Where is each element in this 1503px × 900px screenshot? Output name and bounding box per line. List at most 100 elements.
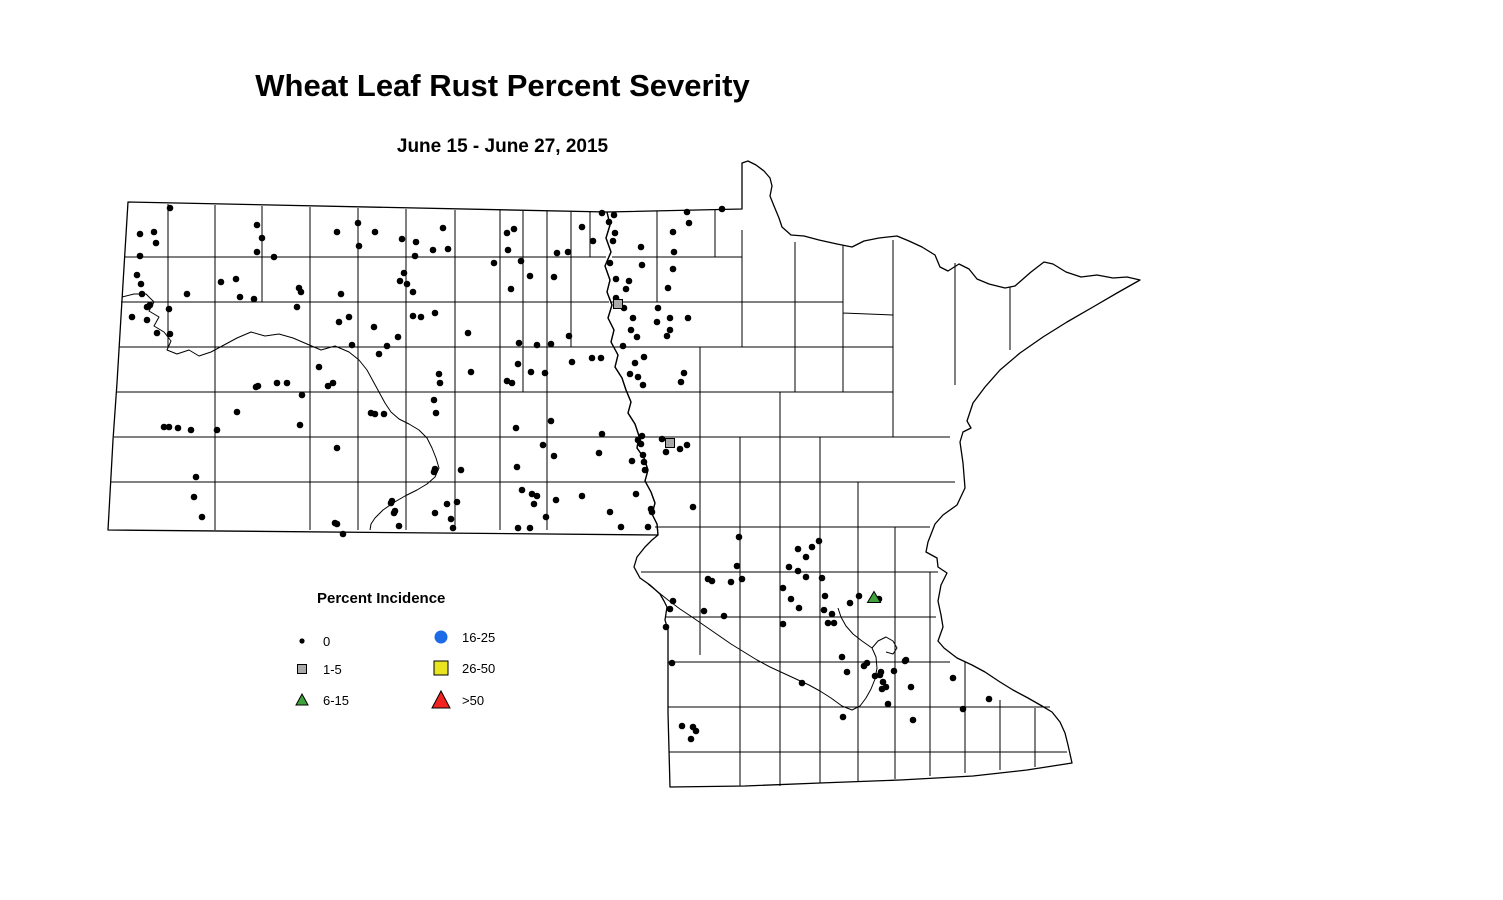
marker-0 [213,426,221,434]
marker-0 [683,208,691,216]
marker-0 [504,246,512,254]
legend-item-0: 0 [289,629,330,653]
marker-0 [787,595,795,603]
marker-0 [490,259,498,267]
marker-0 [568,358,576,366]
marker-0 [250,295,258,303]
marker-0 [820,606,828,614]
marker-0 [435,370,443,378]
marker-0 [689,503,697,511]
marker-0 [879,678,887,686]
marker-0 [429,246,437,254]
marker-0 [530,500,538,508]
marker-0 [795,604,803,612]
marker-0 [588,354,596,362]
marker-0 [550,452,558,460]
marker-0 [355,242,363,250]
marker-0 [808,543,816,551]
marker-0 [553,249,561,257]
marker-0 [802,553,810,561]
marker-0 [198,513,206,521]
marker-0 [153,329,161,337]
marker-0 [985,695,993,703]
marker-0 [684,314,692,322]
legend-label-0: 0 [323,633,331,649]
marker-0 [838,653,846,661]
marker-0 [839,713,847,721]
marker-0 [815,537,823,545]
marker-0 [644,523,652,531]
marker-0 [658,435,666,443]
marker-0 [605,218,613,226]
marker-0 [190,493,198,501]
marker-0 [329,379,337,387]
marker-0 [639,451,647,459]
marker-0 [680,369,688,377]
gray-square-icon [297,664,307,674]
marker-0 [217,278,225,286]
marker-0 [297,288,305,296]
marker-0 [183,290,191,298]
marker-0 [637,440,645,448]
marker-0 [733,562,741,570]
marker-0 [692,727,700,735]
marker-0 [431,309,439,317]
marker-6-15 [866,590,882,604]
marker-0 [653,318,661,326]
marker-0 [345,313,353,321]
marker-0 [638,432,646,440]
marker-0 [685,219,693,227]
marker-0 [411,252,419,260]
marker-0 [430,468,438,476]
marker-0 [628,457,636,465]
marker-0 [165,423,173,431]
marker-0 [503,377,511,385]
legend-label-16-25: 16-25 [462,629,496,645]
marker-0 [380,410,388,418]
figure-title: Wheat Leaf Rust Percent Severity [255,68,750,103]
marker-0 [253,221,261,229]
marker-0 [339,530,347,538]
marker-0 [258,234,266,242]
minnesota-river [647,583,898,711]
marker-0 [735,533,743,541]
marker-0 [609,237,617,245]
marker-0 [855,592,863,600]
marker-0 [639,381,647,389]
marker-0 [666,314,674,322]
marker-0 [612,275,620,283]
marker-0 [598,209,606,217]
marker-0 [632,490,640,498]
marker-0 [843,668,851,676]
missouri-river [121,293,440,531]
marker-0 [824,619,832,627]
marker-0 [136,252,144,260]
legend-label-26-50: 26-50 [462,660,496,676]
legend-title: Percent Incidence [317,590,446,607]
marker-0 [232,275,240,283]
marker-0 [270,253,278,261]
marker-0 [136,230,144,238]
marker-0 [890,667,898,675]
marker-0 [676,445,684,453]
marker-0 [354,219,362,227]
marker-0 [666,326,674,334]
marker-0 [619,342,627,350]
marker-0 [324,382,332,390]
marker-0 [597,354,605,362]
marker-0 [640,458,648,466]
legend-item-gt50: >50 [428,688,484,712]
marker-0 [515,339,523,347]
marker-0 [517,257,525,265]
marker-0 [138,290,146,298]
marker-0 [547,340,555,348]
marker-0 [464,329,472,337]
small-black-dot-icon [299,638,305,644]
marker-0 [860,662,868,670]
marker-0 [253,248,261,256]
marker-0 [254,382,262,390]
marker-0 [539,441,547,449]
marker-0 [273,379,281,387]
marker-0 [166,204,174,212]
